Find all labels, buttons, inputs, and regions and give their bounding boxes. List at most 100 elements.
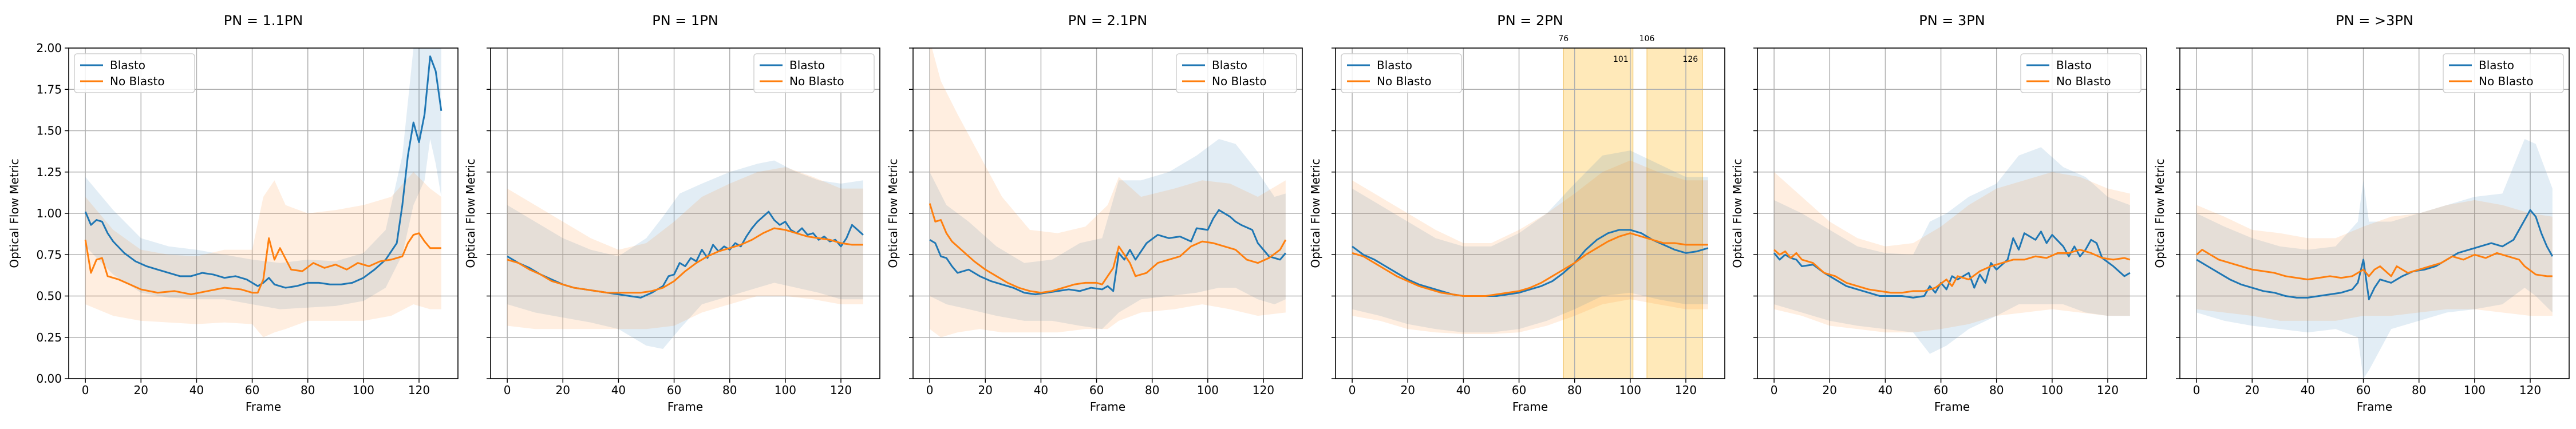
x-tick-label: 20: [978, 383, 993, 397]
y-tick-label: 0.75: [36, 248, 62, 261]
band-no-blasto: [85, 172, 441, 337]
series-line-blasto: [2196, 209, 2554, 300]
legend: Blasto No Blasto: [753, 53, 875, 93]
series-line-no-blasto: [1773, 249, 2131, 294]
x-tick-label: 40: [1456, 383, 1471, 397]
legend-label: Blasto: [1212, 58, 1247, 72]
series-line-no-blasto: [2196, 249, 2553, 281]
y-axis-label: Optical Flow Metric: [1730, 158, 1744, 268]
highlight-start-label: 76: [1558, 34, 1568, 43]
chart-title: PN = 3PN: [1919, 13, 1985, 29]
series-line-blasto: [1352, 229, 1709, 297]
chart-title: PN = 2.1PN: [1068, 13, 1147, 29]
y-tick-label: 1.00: [36, 206, 62, 220]
x-tick-label: 120: [1253, 383, 1274, 397]
x-tick-label: 20: [1401, 383, 1415, 397]
series-line-no-blasto: [507, 227, 863, 294]
y-axis-label: Optical Flow Metric: [1309, 158, 1322, 268]
x-tick-label: 0: [1771, 383, 1778, 397]
series-line-no-blasto: [1352, 232, 1708, 297]
x-tick-label: 80: [1567, 383, 1582, 397]
legend: Blasto No Blasto: [74, 53, 195, 93]
x-tick-label: 0: [82, 383, 89, 397]
y-tick-label: 1.50: [36, 124, 62, 138]
band-no-blasto: [507, 167, 863, 329]
x-axis-label: Frame: [667, 400, 703, 414]
x-axis-label: Frame: [1090, 400, 1125, 414]
x-tick-label: 0: [504, 383, 511, 397]
y-axis-label: Optical Flow Metric: [886, 158, 900, 268]
chart-title: PN = 1PN: [652, 13, 718, 29]
x-tick-label: 120: [2097, 383, 2119, 397]
chart-panel-6: 0 20 40 60 80 100 120 PN = >3PN Frame Optical Flo…: [2153, 13, 2570, 414]
legend-label: Blasto: [2056, 58, 2092, 72]
x-tick-label: 80: [722, 383, 737, 397]
x-tick-label: 80: [301, 383, 315, 397]
x-tick-label: 100: [353, 383, 374, 397]
band-blasto: [507, 160, 863, 349]
y-axis-label: Optical Flow Metric: [2153, 158, 2167, 268]
legend-label: No Blasto: [2056, 74, 2111, 88]
legend-box: [1341, 53, 1462, 93]
x-tick-label: 40: [611, 383, 626, 397]
x-tick-label: 60: [1512, 383, 1526, 397]
band-blasto: [930, 138, 1286, 329]
legend-label: Blasto: [110, 58, 145, 72]
y-tick-label: 2.00: [36, 41, 62, 55]
x-axis-label: Frame: [246, 400, 281, 414]
legend-label: Blasto: [1377, 58, 1412, 72]
legend-box: [1176, 53, 1297, 93]
chart-title: PN = 2PN: [1497, 13, 1563, 29]
x-tick-label: 60: [667, 383, 681, 397]
legend-label: No Blasto: [789, 74, 844, 88]
legend: Blasto No Blasto: [2020, 53, 2142, 93]
chart-panel-1: 0 20 40 60 80 100 120 0.00 0.25 0.50 0.75 1.00 1.25 1…: [7, 13, 459, 414]
band-no-blasto: [1774, 172, 2130, 333]
x-tick-label: 40: [1034, 383, 1048, 397]
highlight-end-label: 101: [1613, 55, 1629, 64]
legend-label: No Blasto: [1212, 74, 1267, 88]
legend: Blasto No Blasto: [2443, 53, 2564, 93]
x-tick-label: 0: [2193, 383, 2200, 397]
y-tick-label: 0.50: [36, 289, 62, 303]
y-axis-label: Optical Flow Metric: [7, 158, 21, 268]
x-tick-label: 60: [1089, 383, 1104, 397]
series-line-blasto: [929, 209, 1287, 296]
y-tick-label: 0.00: [36, 372, 62, 386]
x-tick-label: 0: [926, 383, 934, 397]
x-tick-label: 40: [189, 383, 204, 397]
y-tick-label: 1.75: [36, 82, 62, 96]
band-blasto: [2196, 138, 2553, 379]
x-tick-label: 100: [2041, 383, 2063, 397]
series-line-no-blasto: [84, 232, 441, 296]
y-tick-label: 0.25: [36, 331, 62, 344]
x-axis-label: Frame: [1934, 400, 1970, 414]
x-tick-label: 20: [1823, 383, 1837, 397]
x-tick-label: 100: [1619, 383, 1641, 397]
chart-title: PN = 1.1PN: [224, 13, 303, 29]
x-tick-label: 20: [134, 383, 148, 397]
highlight-end-label: 126: [1682, 55, 1698, 64]
x-tick-label: 80: [2412, 383, 2426, 397]
x-tick-label: 80: [1989, 383, 2004, 397]
x-tick-label: 20: [556, 383, 570, 397]
chart-title: PN = >3PN: [2336, 13, 2413, 29]
y-axis-label: Optical Flow Metric: [464, 158, 477, 268]
x-tick-label: 60: [245, 383, 259, 397]
x-tick-label: 100: [775, 383, 796, 397]
band-no-blasto: [2196, 200, 2553, 321]
x-tick-label: 120: [408, 383, 430, 397]
legend-label: Blasto: [2479, 58, 2514, 72]
x-tick-label: 60: [1934, 383, 1948, 397]
x-tick-label: 20: [2245, 383, 2259, 397]
legend-box: [753, 53, 875, 93]
legend: Blasto No Blasto: [1341, 53, 1462, 93]
legend: Blasto No Blasto: [1176, 53, 1297, 93]
x-tick-label: 100: [1197, 383, 1219, 397]
x-tick-label: 40: [2301, 383, 2315, 397]
x-tick-label: 80: [1145, 383, 1159, 397]
series-line-blasto: [1773, 231, 2131, 299]
band-blasto: [1774, 147, 2130, 354]
x-tick-label: 0: [1349, 383, 1356, 397]
